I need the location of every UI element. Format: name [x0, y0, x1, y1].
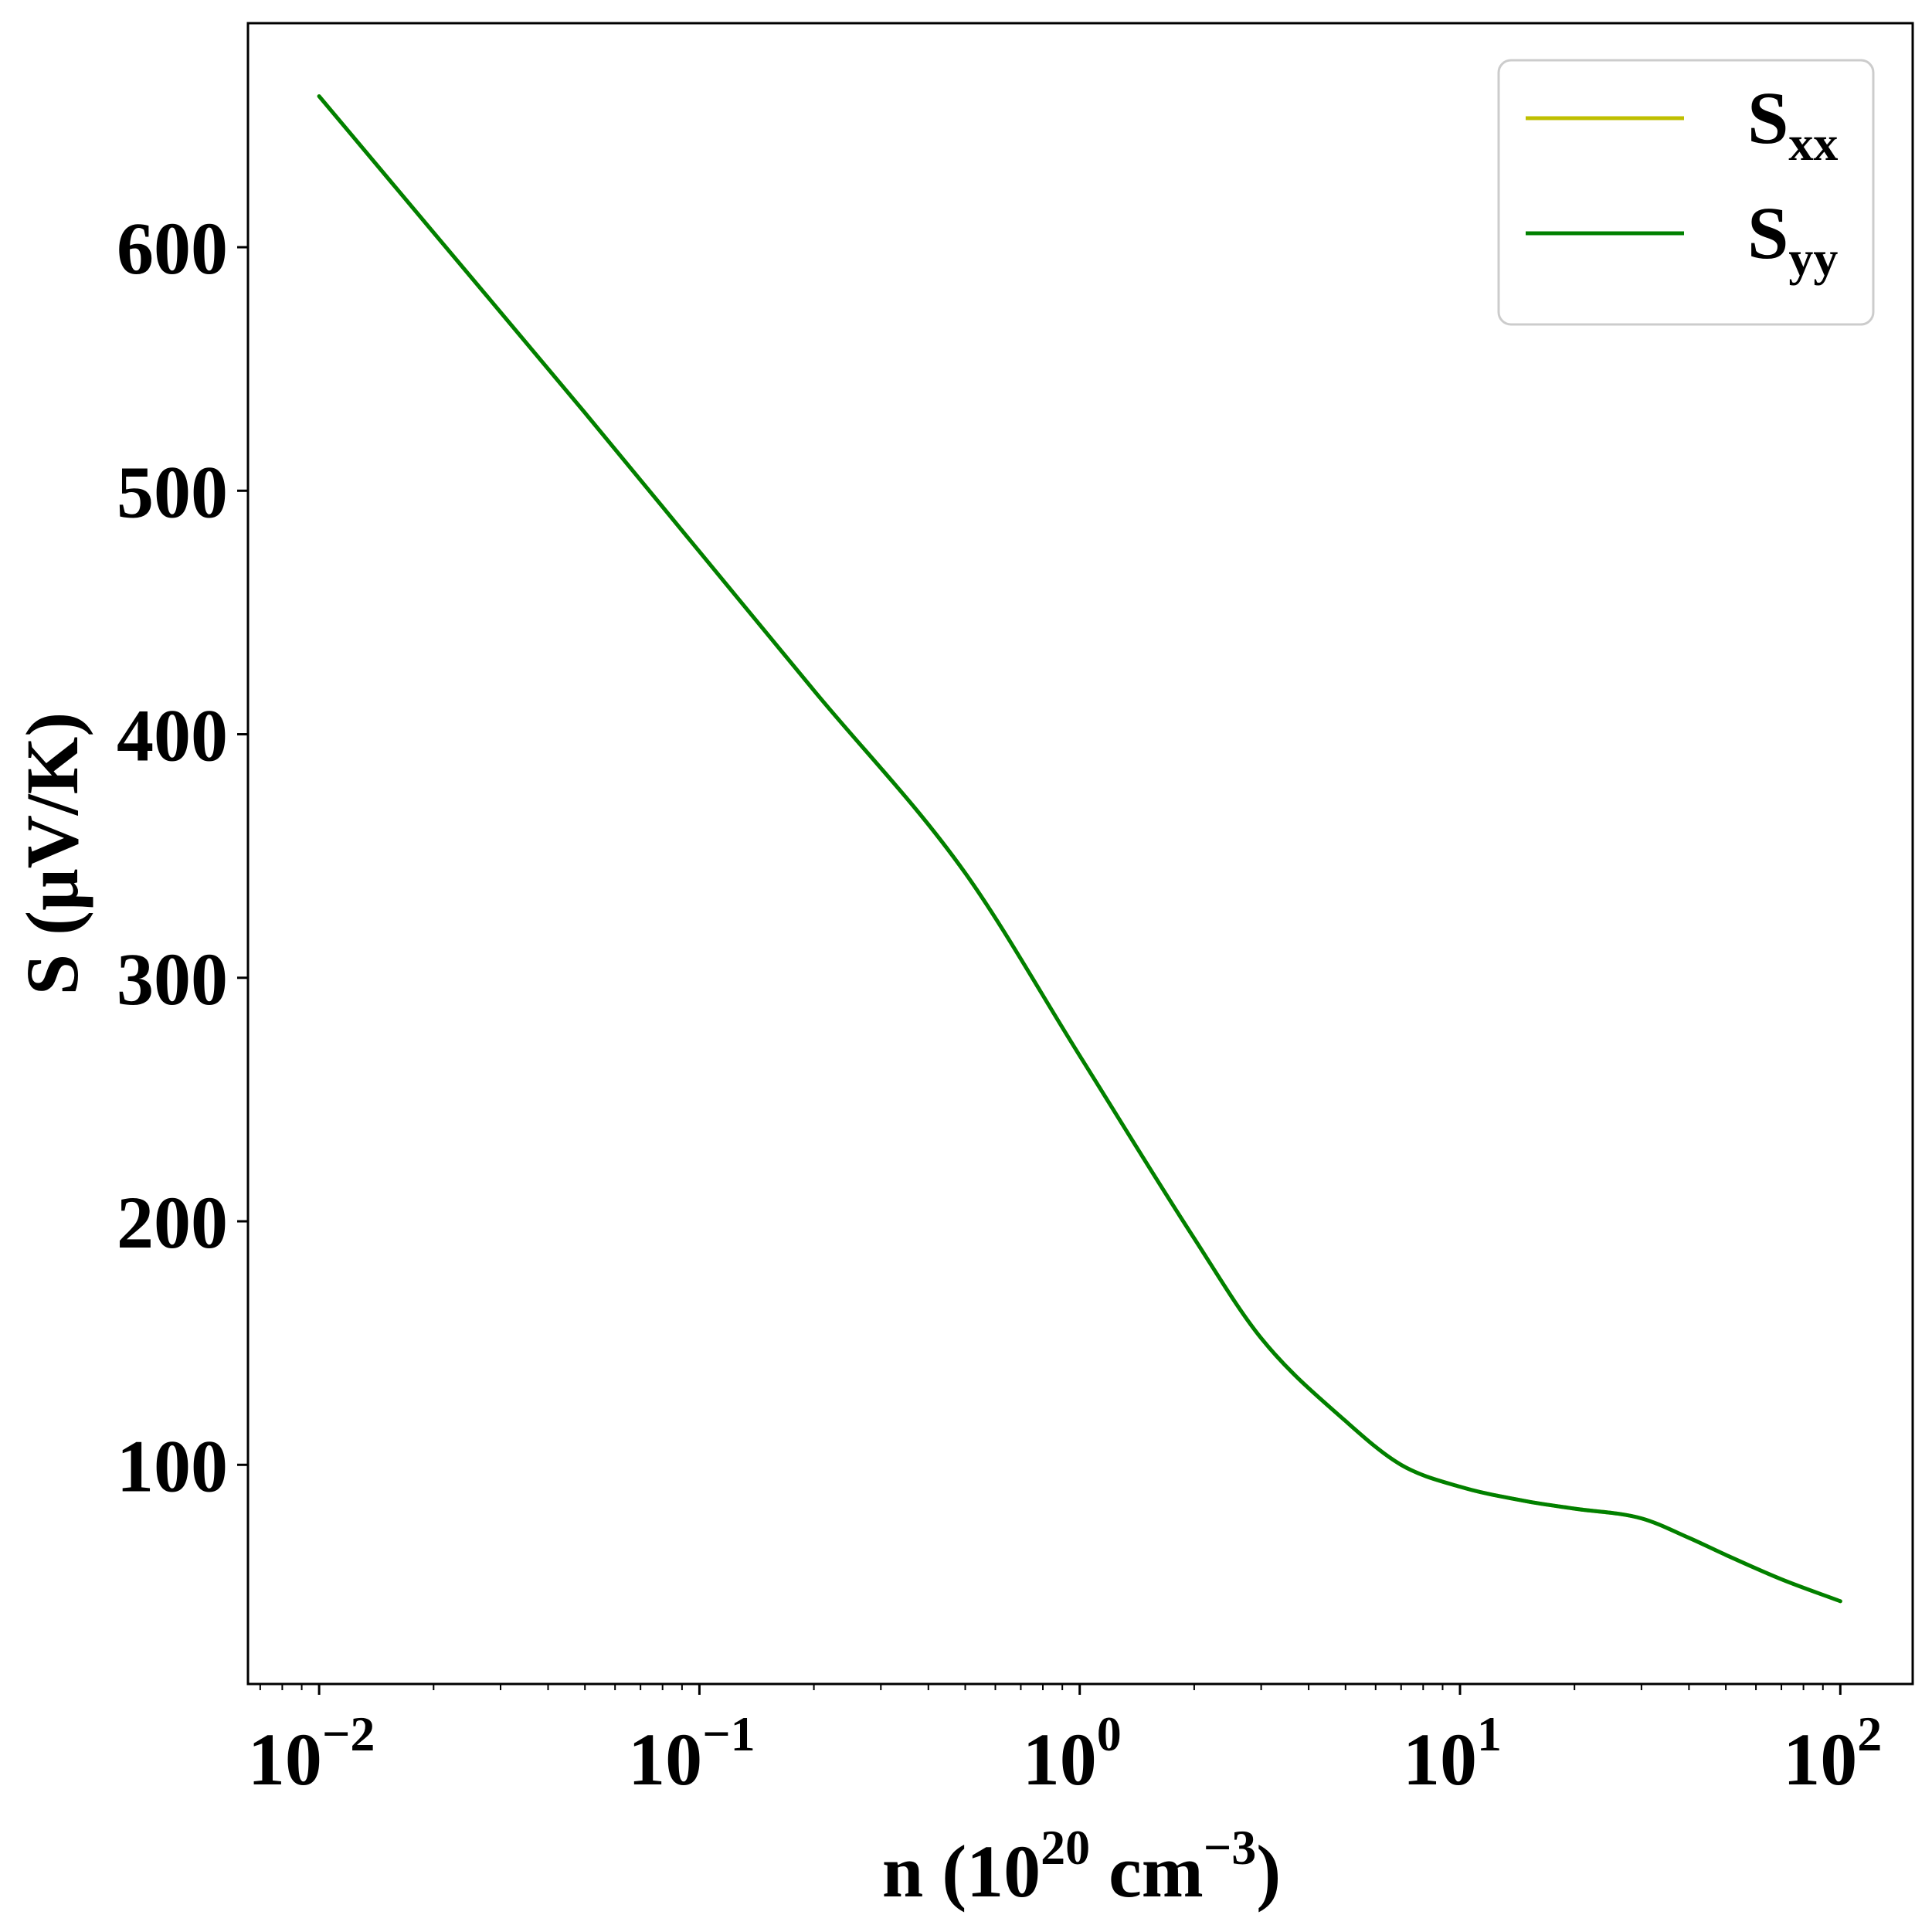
x-axis-label: n (1020 cm−3)	[882, 1820, 1281, 1913]
y-tick-label: 300	[117, 938, 228, 1020]
y-tick-label: 400	[117, 694, 228, 777]
x-tick-label: 10−2	[248, 1706, 375, 1801]
legend: Sxx Syy	[1497, 59, 1875, 326]
legend-label-syy: Syy	[1747, 192, 1838, 286]
legend-box	[1497, 59, 1875, 326]
series-line-syy	[317, 94, 1842, 1604]
y-axis-label: S (μV/K)	[11, 712, 93, 995]
x-tick-label: 101	[1403, 1706, 1502, 1801]
y-tick-label: 600	[117, 207, 228, 290]
x-tick-label: 10−1	[628, 1706, 755, 1801]
x-axis-ticks: 10−2 10−1 100 101 102	[248, 1684, 1882, 1801]
y-tick-label: 100	[117, 1424, 228, 1507]
x-tick-label: 100	[1023, 1706, 1122, 1801]
y-tick-label: 500	[117, 450, 228, 533]
x-tick-label: 102	[1783, 1706, 1882, 1801]
series-layer	[317, 94, 1842, 1604]
y-tick-label: 200	[117, 1181, 228, 1264]
x-minor-ticks	[259, 1684, 1824, 1690]
y-axis-ticks: 100 200 300 400 500 600	[117, 207, 248, 1507]
legend-label-sxx: Sxx	[1747, 76, 1838, 171]
